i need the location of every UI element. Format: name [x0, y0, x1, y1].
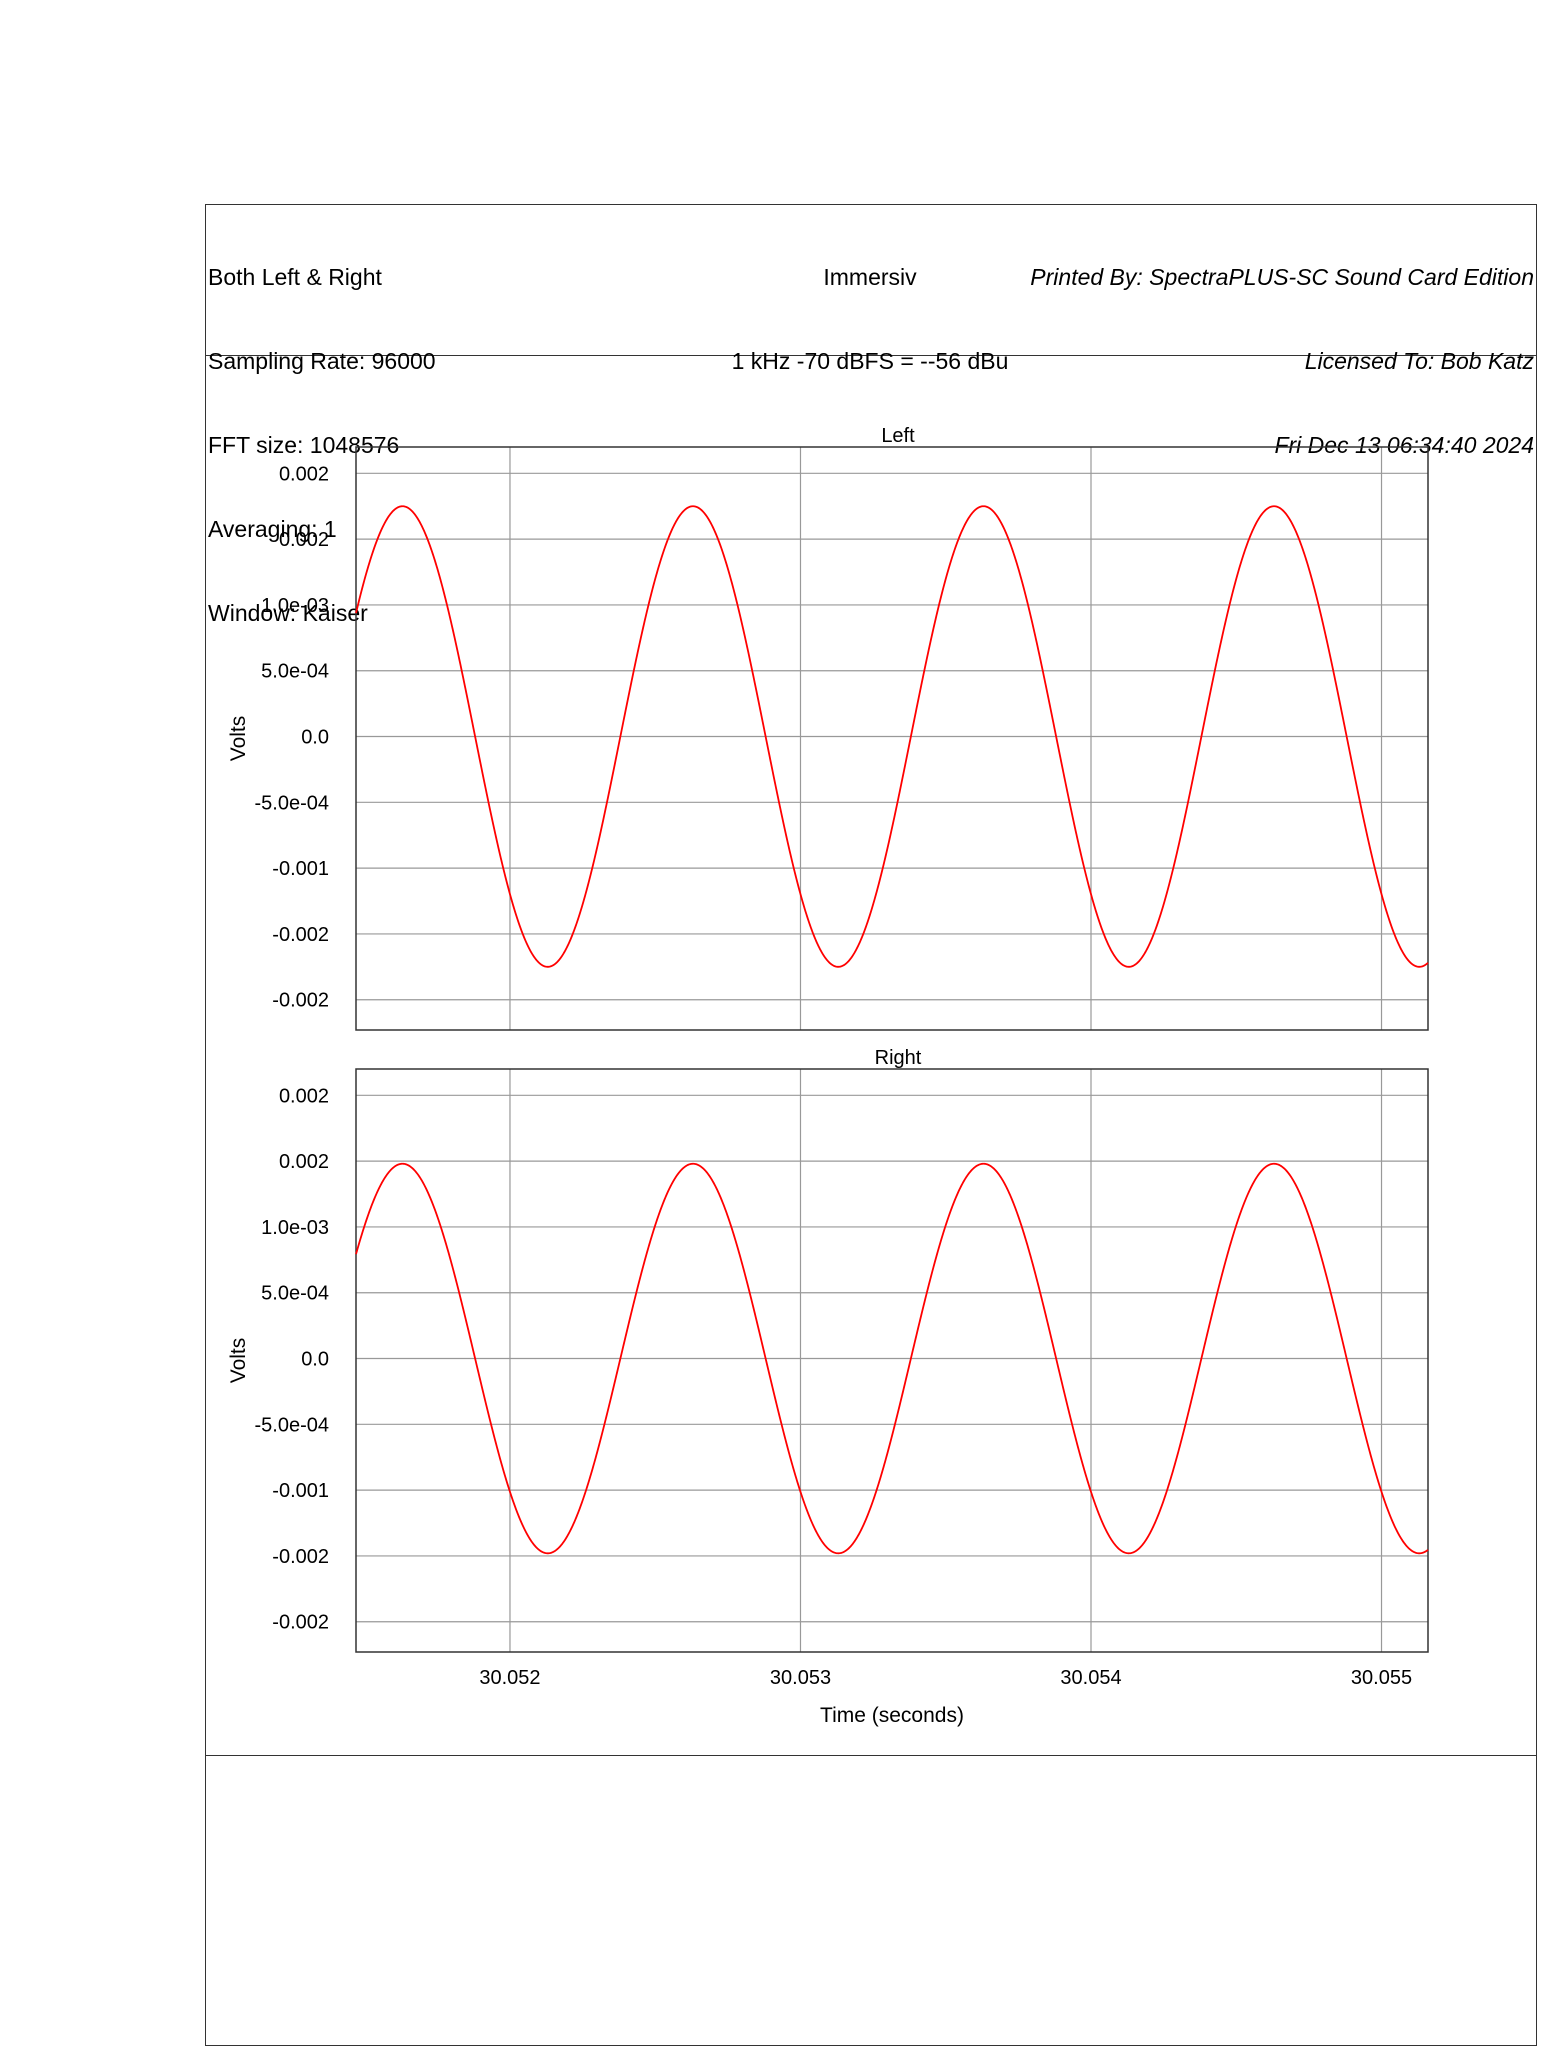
y-tick-label: 1.0e-03 — [261, 595, 329, 617]
y-tick-label: 1.0e-03 — [261, 1217, 329, 1239]
y-tick-label: 0.002 — [279, 1151, 329, 1173]
y-tick-label: -0.001 — [272, 1480, 329, 1502]
header-printed-by: Printed By: SpectraPLUS-SC Sound Card Ed… — [1030, 264, 1534, 290]
y-tick-label: -0.002 — [272, 924, 329, 946]
y-axis-label: Volts — [227, 1338, 250, 1384]
plot-title: Left — [881, 425, 915, 447]
x-tick-label: 30.052 — [479, 1667, 540, 1689]
header-signal: 1 kHz -70 dBFS = --56 dBu — [731, 348, 1009, 374]
y-tick-label: -0.002 — [272, 990, 329, 1012]
y-tick-label: -0.002 — [272, 1612, 329, 1634]
y-tick-label: 5.0e-04 — [261, 661, 329, 683]
x-tick-label: 30.054 — [1060, 1667, 1121, 1689]
header-sampling-rate: Sampling Rate: 96000 — [208, 348, 436, 374]
y-tick-label: -0.002 — [272, 1546, 329, 1568]
y-tick-label: 0.0 — [301, 727, 329, 749]
y-tick-label: 0.002 — [279, 1085, 329, 1107]
report-frame — [205, 204, 1537, 2046]
header-title: Immersiv — [823, 264, 917, 290]
waveform-trace — [355, 505, 1429, 968]
header-date: Fri Dec 13 06:34:40 2024 — [1274, 432, 1534, 458]
plot-frame — [355, 1068, 1429, 1653]
header-channels: Both Left & Right — [208, 264, 382, 290]
header-licensed-to: Licensed To: Bob Katz — [1304, 348, 1534, 374]
x-tick-label: 30.055 — [1351, 1667, 1412, 1689]
x-tick-label: 30.053 — [770, 1667, 831, 1689]
y-tick-label: 5.0e-04 — [261, 1283, 329, 1305]
y-tick-label: 0.0 — [301, 1349, 329, 1371]
footer-separator — [205, 1755, 1537, 1756]
y-tick-label: -5.0e-04 — [255, 792, 330, 814]
plot-title: Right — [875, 1047, 922, 1069]
waveform-trace — [355, 1162, 1429, 1555]
y-tick-label: -5.0e-04 — [255, 1414, 330, 1436]
header-info-left: Both Left & Right Sampling Rate: 96000 F… — [208, 207, 436, 655]
header-averaging: Averaging: 1 — [208, 516, 337, 542]
x-axis-label: Time (seconds) — [820, 1704, 964, 1727]
y-axis-label: Volts — [227, 716, 250, 762]
header-info-right: Printed By: SpectraPLUS-SC Sound Card Ed… — [1030, 207, 1534, 487]
y-tick-label: 0.002 — [279, 529, 329, 551]
y-tick-label: -0.001 — [272, 858, 329, 880]
header-info-center: Immersiv 1 kHz -70 dBFS = --56 dBu — [640, 207, 1100, 403]
header-fft-size: FFT size: 1048576 — [208, 432, 400, 458]
header-separator — [205, 355, 1537, 356]
y-tick-label: 0.002 — [279, 463, 329, 485]
plot-frame — [355, 446, 1429, 1031]
